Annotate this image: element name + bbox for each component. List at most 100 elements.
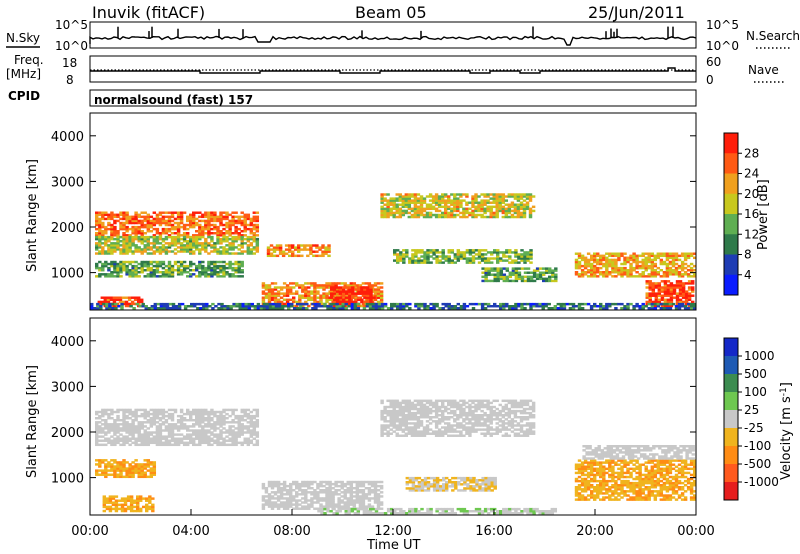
heatmap-cell <box>264 495 269 498</box>
heatmap-cell <box>429 307 433 310</box>
heatmap-cell <box>303 244 307 247</box>
heatmap-cell <box>231 237 235 241</box>
heatmap-cell <box>173 260 178 264</box>
heatmap-cell <box>134 266 138 270</box>
heatmap-cell <box>471 255 476 258</box>
heatmap-cell <box>255 443 260 447</box>
heatmap-cell <box>282 482 287 486</box>
heatmap-cell <box>392 199 396 202</box>
heatmap-cell <box>261 507 266 510</box>
heatmap-cell <box>223 305 227 308</box>
heatmap-cell <box>195 242 199 245</box>
heatmap-cell <box>529 305 533 308</box>
heatmap-cell <box>116 273 120 276</box>
heatmap-cell <box>110 262 114 266</box>
heatmap-cell <box>369 300 373 304</box>
heatmap-cell <box>161 273 166 276</box>
heatmap-cell <box>502 253 506 256</box>
heatmap-cell <box>143 275 147 278</box>
heatmap-cell <box>137 443 141 447</box>
heatmap-cell <box>408 302 412 306</box>
heatmap-cell <box>210 244 214 247</box>
heatmap-cell <box>95 219 99 223</box>
heatmap-cell <box>416 207 421 211</box>
heatmap-cell <box>360 300 364 304</box>
heatmap-cell <box>123 497 128 500</box>
heatmap-cell <box>152 461 157 464</box>
heatmap-cell <box>477 251 482 254</box>
heatmap-cell <box>295 482 299 486</box>
heatmap-cell <box>401 195 406 198</box>
heatmap-cell <box>677 302 682 306</box>
heatmap-cell <box>662 252 667 255</box>
heatmap-cell <box>195 269 199 272</box>
heatmap-cell <box>674 262 679 266</box>
heatmap-cell <box>285 290 290 293</box>
heatmap-cell <box>170 433 175 436</box>
heatmap-cell <box>629 266 633 270</box>
heatmap-cell <box>234 246 238 249</box>
heatmap-cell <box>307 484 311 488</box>
heatmap-cell <box>146 463 151 466</box>
heatmap-cell <box>453 307 458 310</box>
heatmap-cell <box>373 298 378 302</box>
heatmap-cell <box>101 234 105 237</box>
heatmap-cell <box>416 211 421 215</box>
heatmap-cell <box>132 307 136 310</box>
heatmap-cell <box>192 269 196 272</box>
heatmap-cell <box>207 211 211 214</box>
heatmap-cell <box>213 213 217 217</box>
heatmap-cell <box>474 213 478 217</box>
heatmap-cell <box>444 257 448 260</box>
heatmap-cell <box>146 235 151 239</box>
heatmap-cell <box>514 279 519 283</box>
heatmap-cell <box>225 217 229 221</box>
heatmap-cell <box>389 197 393 200</box>
heatmap-cell <box>152 467 157 470</box>
heatmap-cell <box>95 223 99 227</box>
heatmap-cell <box>104 252 108 255</box>
heatmap-cell <box>116 248 120 251</box>
heatmap-cell <box>450 209 454 213</box>
heatmap-cell <box>349 284 354 287</box>
heatmap-cell <box>389 411 393 415</box>
heatmap-cell <box>116 463 120 466</box>
heatmap-cell <box>523 255 527 258</box>
heatmap-cell <box>267 480 272 484</box>
heatmap-cell <box>119 408 123 412</box>
heatmap-cell <box>104 427 108 430</box>
heatmap-cell <box>131 237 135 241</box>
heatmap-cell <box>101 250 105 253</box>
heatmap-cell <box>108 497 113 500</box>
heatmap-cell <box>383 209 387 213</box>
heatmap-cell <box>292 296 296 299</box>
heatmap-cell <box>140 235 144 239</box>
heatmap-cell <box>107 221 111 225</box>
heatmap-cell <box>255 230 260 233</box>
heatmap-cell <box>311 307 315 310</box>
heatmap-cell <box>131 217 135 221</box>
heatmap-cell <box>599 271 603 274</box>
heatmap-cell <box>143 465 147 468</box>
heatmap-cell <box>401 409 406 413</box>
heatmap-cell <box>176 419 181 422</box>
heatmap-cell <box>140 219 144 223</box>
heatmap-cell <box>505 277 510 281</box>
heatmap-cell <box>340 505 344 508</box>
heatmap-cell <box>626 275 630 278</box>
heatmap-cell <box>677 264 682 268</box>
heatmap-cell <box>474 205 478 209</box>
heatmap-cell <box>401 213 406 217</box>
heatmap-cell <box>207 443 211 447</box>
heatmap-cell <box>189 252 193 255</box>
heatmap-cell <box>404 203 409 206</box>
heatmap-cell <box>140 223 144 227</box>
heatmap-cell <box>404 434 409 437</box>
heatmap-cell <box>116 475 120 479</box>
heatmap-cell <box>285 507 290 510</box>
heatmap-cell <box>117 305 121 308</box>
heatmap-cell <box>219 271 223 274</box>
heatmap-cell <box>229 307 233 310</box>
heatmap-cell <box>599 254 603 258</box>
heatmap-cell <box>158 221 163 225</box>
